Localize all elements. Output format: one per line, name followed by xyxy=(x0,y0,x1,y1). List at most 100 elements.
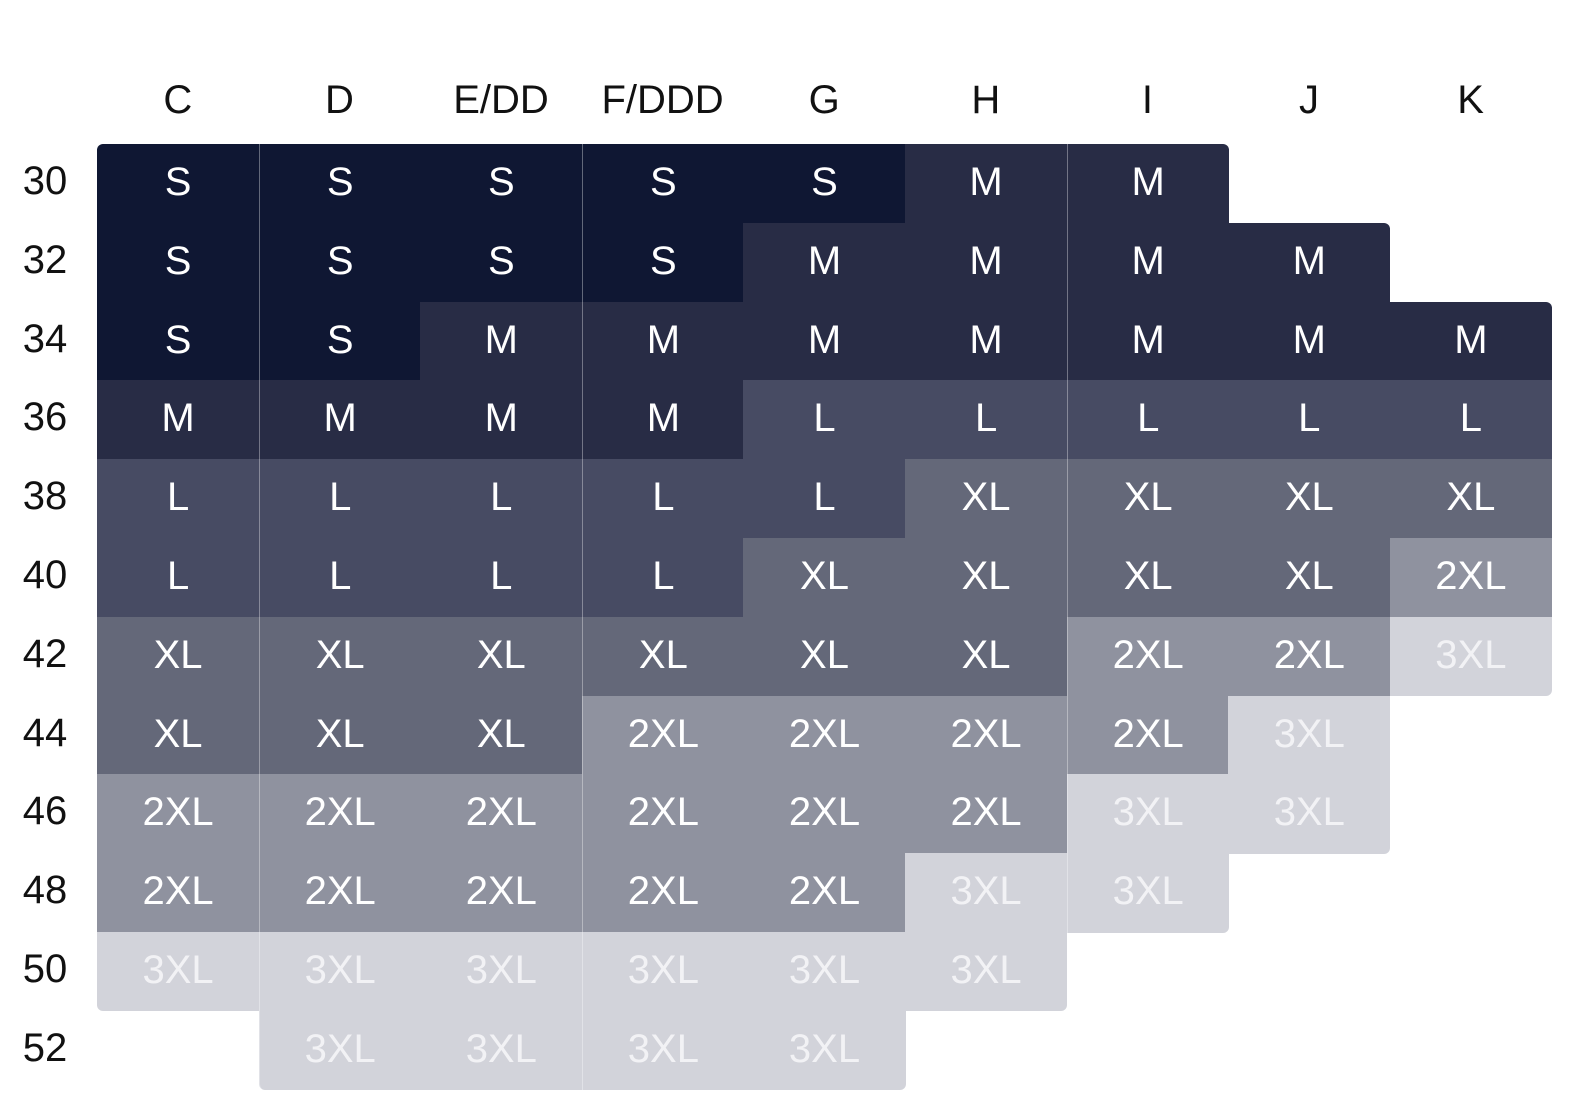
size-cell: L xyxy=(420,459,583,539)
size-cell: M xyxy=(1066,301,1229,381)
size-cell: 3XL xyxy=(1389,616,1552,697)
size-cell: 3XL xyxy=(905,932,1068,1012)
row-header-8: 46 xyxy=(22,789,68,834)
size-cell: M xyxy=(581,301,744,381)
size-cell: 2XL xyxy=(743,695,906,775)
size-cell: XL xyxy=(97,616,260,697)
size-cell: M xyxy=(905,222,1068,303)
size-cell: 3XL xyxy=(258,932,421,1012)
size-cell: M xyxy=(581,380,744,460)
row-header-7: 44 xyxy=(22,710,68,755)
size-cell: M xyxy=(258,380,421,460)
size-cell: S xyxy=(97,144,260,224)
row-header-1: 32 xyxy=(22,237,68,282)
column-header-0: C xyxy=(163,78,193,122)
size-cell: L xyxy=(743,459,906,539)
size-cell: XL xyxy=(905,459,1068,539)
size-cell: L xyxy=(581,538,744,618)
size-cell: M xyxy=(1066,144,1229,224)
size-cell: L xyxy=(1228,380,1391,460)
size-cell: XL xyxy=(1066,538,1229,618)
size-cell: XL xyxy=(1228,538,1391,618)
size-cell: XL xyxy=(743,616,906,697)
size-cell: XL xyxy=(1389,459,1552,539)
size-cell: M xyxy=(420,380,583,460)
size-cell: S xyxy=(581,144,744,224)
size-cell: 3XL xyxy=(1228,695,1391,775)
size-cell: XL xyxy=(1228,459,1391,539)
size-cell: 2XL xyxy=(905,774,1068,854)
size-cell: 2XL xyxy=(420,774,583,854)
size-cell: L xyxy=(420,538,583,618)
row-header-4: 38 xyxy=(22,474,68,519)
size-cell: S xyxy=(581,222,744,303)
size-cell: 2XL xyxy=(97,853,260,933)
size-cell: XL xyxy=(258,616,421,697)
size-cell: S xyxy=(420,144,583,224)
size-cell: S xyxy=(743,144,906,224)
size-cell: 2XL xyxy=(743,774,906,854)
size-cell: 2XL xyxy=(581,853,744,933)
size-cell: S xyxy=(97,222,260,303)
size-cell: 2XL xyxy=(97,774,260,854)
size-cell: S xyxy=(97,301,260,381)
size-cell: 3XL xyxy=(1228,774,1391,854)
column-header-1: D xyxy=(324,78,354,122)
size-cell: M xyxy=(1389,301,1552,381)
size-cell: M xyxy=(1066,222,1229,303)
column-header-7: J xyxy=(1298,78,1319,122)
size-cell: XL xyxy=(743,538,906,618)
column-header-5: H xyxy=(971,78,1001,122)
size-cell: M xyxy=(905,144,1068,224)
size-cell: 3XL xyxy=(743,932,906,1012)
size-cell: 3XL xyxy=(420,1010,583,1091)
size-cell: 3XL xyxy=(1066,774,1229,854)
row-header-0: 30 xyxy=(22,159,68,203)
size-cell: L xyxy=(905,380,1068,460)
size-cell: 3XL xyxy=(97,932,260,1012)
size-cell: L xyxy=(1389,380,1552,460)
size-cell: M xyxy=(420,301,583,381)
size-cell: L xyxy=(258,459,421,539)
size-cell: L xyxy=(97,459,260,539)
size-cell: M xyxy=(1228,222,1391,303)
row-header-10: 50 xyxy=(22,947,68,991)
column-header-2: E/DD xyxy=(453,78,549,122)
size-cell: S xyxy=(258,222,421,303)
size-cell: 2XL xyxy=(1066,695,1229,775)
size-cell: M xyxy=(743,222,906,303)
row-header-3: 36 xyxy=(22,395,68,440)
size-cell: 2XL xyxy=(905,695,1068,775)
size-cell: XL xyxy=(97,695,260,775)
size-cell: S xyxy=(258,301,421,381)
size-cell: S xyxy=(420,222,583,303)
size-cell: XL xyxy=(581,616,744,697)
row-header-6: 42 xyxy=(22,631,68,676)
size-cell: 3XL xyxy=(581,1010,744,1091)
column-header-6: I xyxy=(1141,78,1153,122)
size-cell: XL xyxy=(905,538,1068,618)
size-cell: 3XL xyxy=(1066,853,1229,933)
size-cell: M xyxy=(743,301,906,381)
row-header-11: 52 xyxy=(22,1025,68,1070)
size-cell: M xyxy=(905,301,1068,381)
row-header-2: 34 xyxy=(22,316,68,361)
size-cell: XL xyxy=(420,695,583,775)
size-cell: 2XL xyxy=(420,853,583,933)
size-cell: L xyxy=(258,538,421,618)
size-cell: XL xyxy=(258,695,421,775)
size-cell: 2XL xyxy=(1228,616,1391,697)
size-cell: 2XL xyxy=(1066,616,1229,697)
size-cell: 3XL xyxy=(258,1010,421,1091)
size-cell: 3XL xyxy=(420,932,583,1012)
size-cell: 2XL xyxy=(258,774,421,854)
size-cell: L xyxy=(581,459,744,539)
column-header-8: K xyxy=(1457,78,1484,122)
size-cell: L xyxy=(743,380,906,460)
size-cell: 2XL xyxy=(1389,538,1552,618)
size-cell: M xyxy=(1228,301,1391,381)
row-header-5: 40 xyxy=(22,553,68,597)
size-cell: 3XL xyxy=(743,1010,906,1091)
size-cell: L xyxy=(97,538,260,618)
